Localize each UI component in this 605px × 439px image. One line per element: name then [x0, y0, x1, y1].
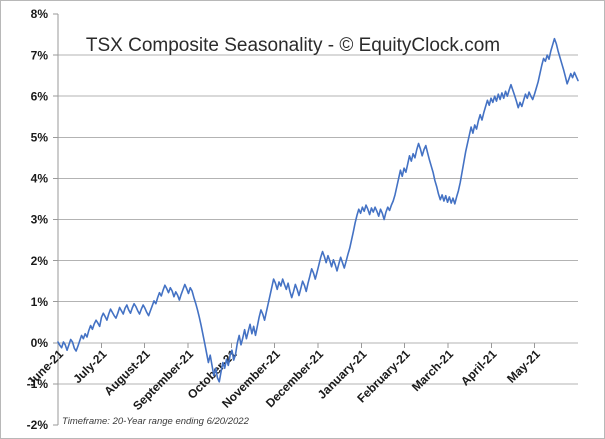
series-line-tsx-composite-seasonality — [57, 37, 579, 383]
gridlines — [58, 54, 578, 385]
y-axis-tick-label: 1% — [31, 295, 49, 309]
y-axis-tick-labels: 8% 7% 6% 5% 4% 3% 2% 1% 0% -1% -2% — [27, 7, 49, 432]
y-axis-tick-label: 6% — [31, 89, 49, 103]
y-axis-tick-marks — [53, 13, 58, 426]
page-title: TSX Composite Seasonality - © EquityCloc… — [86, 35, 500, 56]
x-axis-tick-label: July-21 — [70, 347, 109, 386]
y-axis-tick-label: -2% — [27, 418, 49, 432]
y-axis-tick-label: -1% — [27, 377, 49, 391]
y-axis-tick-label: 3% — [31, 213, 49, 227]
x-axis-tick-label: May-21 — [504, 347, 543, 386]
y-axis-tick-label: 4% — [31, 172, 49, 186]
y-axis-tick-label: 7% — [31, 48, 49, 62]
x-axis-tick-label: April-21 — [458, 347, 500, 389]
y-axis-tick-label: 5% — [31, 130, 49, 144]
chart-footnote: Timeframe: 20-Year range ending 6/20/202… — [62, 416, 250, 427]
y-axis-tick-label: 8% — [31, 7, 49, 21]
x-axis-tick-label: March-21 — [409, 347, 456, 394]
x-axis-tick-labels: June-21 July-21August-21September-21Octob… — [24, 347, 543, 413]
y-axis-tick-label: 2% — [31, 254, 49, 268]
y-axis-tick-label: 0% — [31, 336, 49, 350]
x-axis-tick-marks — [57, 342, 536, 348]
